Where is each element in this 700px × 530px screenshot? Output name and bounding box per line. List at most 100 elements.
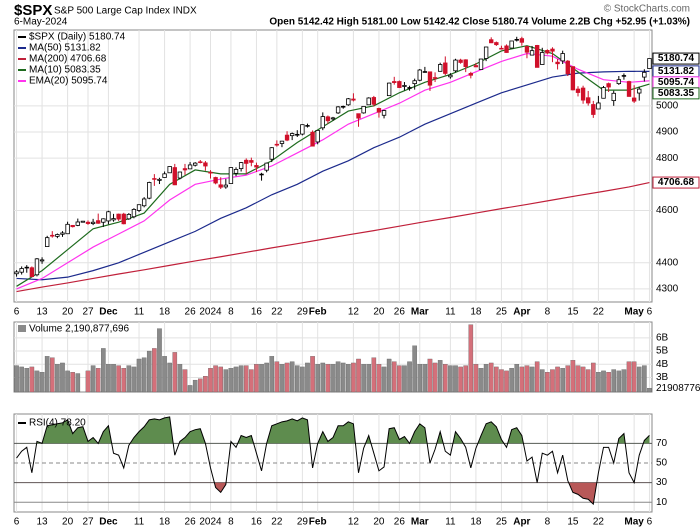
- candle-body: [448, 74, 453, 78]
- candle-body: [213, 177, 218, 184]
- volume-bar: [162, 356, 167, 393]
- volume-bar: [146, 350, 152, 393]
- candle-body: [279, 140, 285, 144]
- candle-body: [637, 88, 642, 94]
- plot-layer: 6 13 20 27 Dec 11 18 26 2024 8 16 22 29 Feb 12 20 26 Mar 1…: [14, 30, 700, 528]
- y-tick-label: 4800: [656, 153, 679, 164]
- candle-body: [310, 131, 315, 147]
- candle-body: [152, 178, 157, 180]
- x-tick-label: 2024: [199, 307, 222, 318]
- volume-bar: [187, 385, 193, 393]
- candle-body: [141, 198, 147, 207]
- volume-bar: [356, 358, 361, 393]
- volume-bar: [458, 366, 463, 393]
- candle-body: [580, 87, 586, 101]
- candle-body: [586, 97, 591, 104]
- candle-body: [453, 59, 458, 72]
- x-tick-label: 29: [297, 517, 309, 528]
- last-value-box: [652, 176, 700, 189]
- x-tick-label: 6: [14, 307, 20, 318]
- volume-bar: [223, 369, 229, 393]
- y-tick-label: 5000: [656, 100, 679, 111]
- volume-bar: [534, 361, 540, 393]
- volume-bar: [642, 365, 647, 393]
- x-tick-label: 26: [394, 307, 406, 318]
- volume-bar: [402, 365, 407, 393]
- candle-body: [402, 85, 407, 87]
- x-tick-label: 18: [159, 517, 171, 528]
- volume-bar: [172, 352, 178, 393]
- x-tick-label: May: [624, 307, 644, 318]
- volume-bar: [626, 361, 632, 393]
- x-tick-label: Dec: [99, 517, 118, 528]
- credit: © StockCharts.com: [604, 4, 690, 15]
- candle-body: [198, 161, 203, 164]
- candle-body: [601, 87, 606, 99]
- volume-bar: [499, 369, 504, 393]
- candle-body: [254, 165, 259, 168]
- volume-bar: [182, 369, 188, 393]
- x-tick-label: 8: [228, 517, 234, 528]
- moving-average-line: [16, 52, 650, 290]
- volume-bar: [478, 368, 484, 393]
- candle-body: [407, 87, 412, 89]
- volume-bar: [141, 357, 147, 393]
- volume-bar: [310, 356, 315, 393]
- legend-label: RSI(4) 78.20: [29, 418, 86, 429]
- candle-body: [555, 61, 560, 65]
- volume-bar: [514, 364, 520, 393]
- candle-body: [519, 38, 525, 43]
- x-tick-label: 8: [545, 307, 551, 318]
- candle-body: [126, 213, 132, 220]
- x-tick-label: 13: [37, 517, 49, 528]
- last-value-label: 5180.74: [658, 53, 695, 64]
- volume-bar: [453, 365, 458, 393]
- x-tick-label: 15: [567, 307, 579, 318]
- x-tick-label: 6: [647, 307, 653, 318]
- candle-body: [550, 48, 555, 52]
- candle-body: [412, 80, 417, 85]
- candle-body: [427, 71, 433, 86]
- volume-bar: [422, 364, 428, 393]
- volume-bar: [198, 378, 203, 393]
- candle-body: [560, 53, 565, 62]
- volume-bar: [131, 366, 137, 393]
- legend-label: MA(200) 4706.68: [29, 54, 107, 65]
- volume-bar: [606, 372, 611, 393]
- candle-body: [172, 167, 177, 186]
- candle-body: [300, 124, 305, 135]
- candle-body: [356, 113, 361, 119]
- volume-bar: [152, 348, 157, 393]
- candle-body: [305, 125, 310, 127]
- volume-bar: [335, 361, 341, 393]
- volume-bar: [203, 376, 208, 393]
- candle-body: [121, 213, 126, 225]
- volume-bar: [346, 364, 351, 393]
- x-tick-label: 12: [348, 307, 360, 318]
- volume-bar: [473, 364, 479, 393]
- volume-bar: [596, 372, 601, 393]
- volume-bar: [340, 362, 346, 393]
- last-value-label: 5095.74: [658, 77, 695, 88]
- volume-bar: [284, 362, 290, 393]
- candle-body: [203, 162, 208, 167]
- volume-bar: [24, 368, 30, 393]
- candle-body: [596, 102, 601, 110]
- volume-bar: [19, 366, 24, 393]
- volume-bar: [488, 362, 494, 393]
- x-tick-label: 26: [185, 517, 197, 528]
- candle-body: [101, 218, 106, 223]
- candle-body: [295, 133, 300, 136]
- volume-bar: [591, 362, 596, 393]
- date: 6-May-2024: [14, 17, 68, 28]
- x-tick-label: 26: [394, 517, 406, 528]
- x-tick-label: 20: [373, 517, 385, 528]
- volume-bar: [371, 357, 377, 393]
- candle-body: [264, 162, 269, 171]
- volume-bar: [565, 365, 571, 393]
- legend-label: MA(10) 5083.35: [29, 65, 101, 76]
- x-tick-label: 6: [14, 517, 20, 528]
- legend-label: EMA(20) 5095.74: [29, 76, 108, 87]
- last-value-box: [652, 52, 700, 65]
- volume-bar: [550, 369, 555, 393]
